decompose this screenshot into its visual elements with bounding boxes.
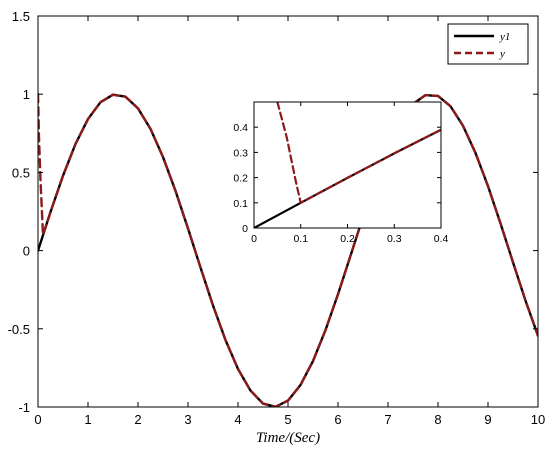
main-y-tick-label: 1.5: [12, 9, 30, 24]
inset-y-tick-label: 0.3: [233, 147, 248, 159]
legend: y1 y: [447, 23, 529, 65]
inset-y-tick-label: 0.1: [233, 198, 248, 210]
main-y-tick-label: 1: [23, 87, 30, 102]
main-series-group: [38, 93, 538, 407]
inset-x-tick-label: 0.4: [434, 233, 449, 245]
main-x-axis-title: Time/(Sec): [256, 430, 320, 446]
inset-background: [254, 102, 441, 228]
inset-y-tick-label: 0: [242, 223, 248, 235]
inset-series-group: [254, 102, 441, 228]
inset-plot: 0 0.1 0.2 0.3 0.4 0 0.1 0.2 0.3 0.4: [233, 101, 449, 245]
main-x-tick-label: 8: [434, 412, 441, 427]
main-series-line-y: [38, 93, 538, 407]
main-x-tick-label: 4: [234, 412, 241, 427]
main-x-tick-label: 9: [484, 412, 491, 427]
main-y-tick-label: 0.5: [12, 165, 30, 180]
main-x-tick-label: 1: [84, 412, 91, 427]
main-x-tick-label: 7: [384, 412, 391, 427]
inset-x-tick-label: 0.1: [293, 233, 308, 245]
main-plot: 0 1 2 3 4 5 6 7 8 9 10 -1 -0.5 0 0.5 1 1.5 Time/(Sec): [8, 9, 546, 446]
inset-series-line-y: [276, 102, 441, 204]
legend-label-y1: y1: [499, 31, 510, 43]
main-x-tick-label: 0: [34, 412, 41, 427]
main-x-tick-label: 3: [184, 412, 191, 427]
inset-x-tick-label: 0.2: [340, 233, 355, 245]
inset-x-tick-label: 0.3: [387, 233, 402, 245]
legend-box: [447, 23, 529, 65]
main-x-tick-label: 5: [284, 412, 291, 427]
inset-x-tick-label: 0: [251, 233, 257, 245]
legend-label-y: y: [499, 48, 505, 60]
main-y-tick-label: -0.5: [8, 322, 30, 337]
main-y-tick-label: 0: [23, 244, 30, 259]
inset-y-tick-label: 0.2: [233, 173, 248, 185]
main-x-tick-label: 2: [134, 412, 141, 427]
main-y-tick-label: -1: [18, 400, 30, 415]
inset-y-tick-label: 0.4: [233, 122, 248, 134]
main-x-tick-label: 10: [531, 412, 545, 427]
main-x-tick-label: 6: [334, 412, 341, 427]
